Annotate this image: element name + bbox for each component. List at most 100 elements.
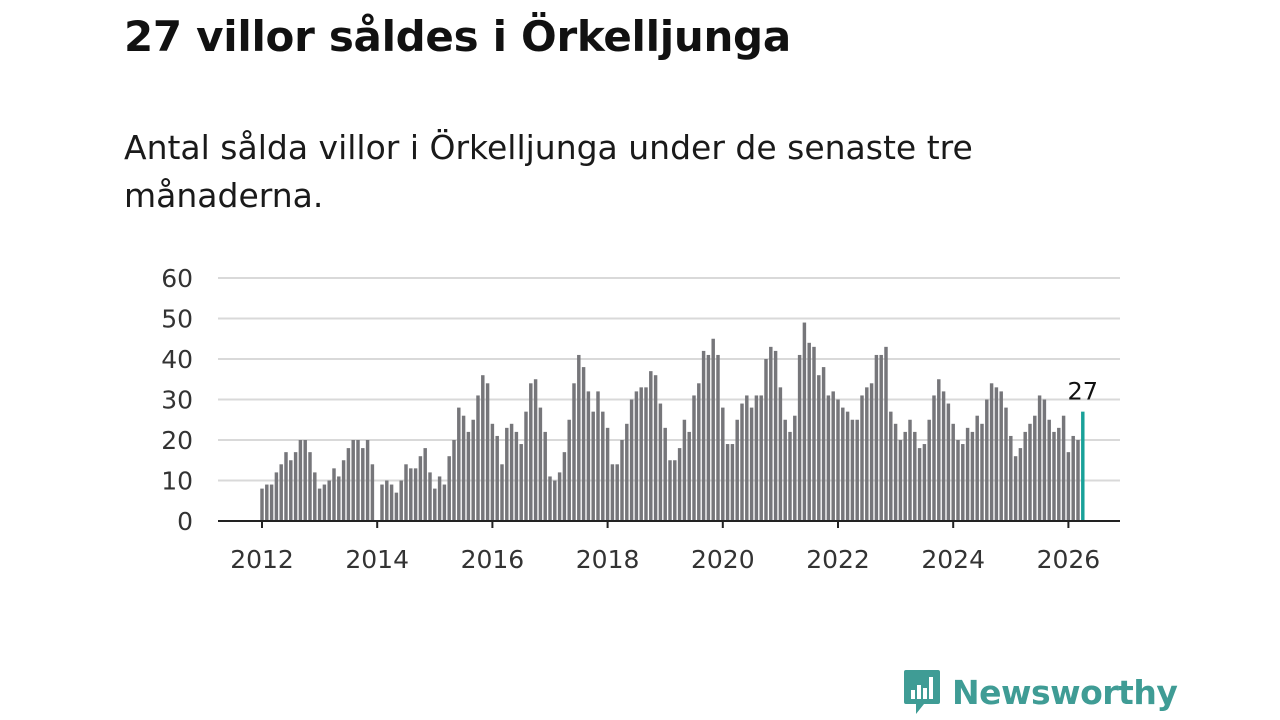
bar <box>687 431 691 521</box>
bar <box>313 472 317 521</box>
bar <box>1066 452 1071 521</box>
bar <box>802 322 807 521</box>
bar <box>351 440 355 521</box>
bar <box>951 423 955 521</box>
bar <box>908 419 912 521</box>
bar <box>769 346 773 521</box>
y-tick-label: 60 <box>161 264 193 293</box>
x-tick-label: 2024 <box>921 545 985 574</box>
bar <box>841 407 845 521</box>
bar <box>817 375 821 521</box>
bar <box>423 448 427 521</box>
bar <box>509 423 514 521</box>
bar <box>889 411 893 521</box>
bar <box>879 354 883 521</box>
bar <box>553 480 557 521</box>
bar <box>380 484 384 521</box>
bar <box>711 338 715 521</box>
bar <box>1052 431 1056 521</box>
bar <box>625 423 629 521</box>
bar <box>548 476 552 521</box>
bar <box>788 431 792 521</box>
bar <box>591 411 595 521</box>
bar <box>812 346 816 521</box>
bar <box>965 427 970 521</box>
x-tick-label: 2022 <box>806 545 870 574</box>
bar <box>615 464 619 521</box>
brand-name: Newsworthy <box>952 672 1178 712</box>
bar-latest <box>1081 411 1085 521</box>
bar <box>836 399 840 521</box>
bar <box>994 387 999 521</box>
bar <box>586 391 591 521</box>
bar <box>980 423 984 521</box>
bar <box>759 395 763 521</box>
bar-chart-speech-bubble-icon <box>904 670 940 714</box>
bar <box>1023 431 1027 521</box>
bar <box>913 431 917 521</box>
bar <box>399 480 403 521</box>
bar <box>327 480 331 521</box>
bar <box>956 440 960 521</box>
bar <box>452 440 456 521</box>
bar <box>495 435 499 521</box>
x-tick-label: 2018 <box>576 545 640 574</box>
x-tick-label: 2014 <box>345 545 409 574</box>
bar <box>692 395 696 521</box>
bar <box>1033 415 1037 521</box>
bar <box>346 448 351 521</box>
bar <box>1037 395 1042 521</box>
y-tick-label: 20 <box>161 426 193 455</box>
bar <box>437 476 442 521</box>
bar <box>999 391 1003 521</box>
bar <box>903 431 907 521</box>
bar <box>557 472 562 521</box>
y-tick-label: 50 <box>161 305 193 334</box>
bar <box>413 468 418 521</box>
bar <box>490 423 495 521</box>
bar <box>1013 456 1018 521</box>
bar <box>1004 407 1008 521</box>
bar <box>850 419 855 521</box>
bar <box>740 403 744 521</box>
bar <box>937 379 941 521</box>
bar <box>793 415 797 521</box>
bar <box>1071 435 1075 521</box>
bar <box>730 444 735 521</box>
bar <box>855 419 859 521</box>
bar <box>773 350 778 521</box>
x-tick-label: 2026 <box>1037 545 1101 574</box>
bar <box>985 399 989 521</box>
latest-value-label: 27 <box>1068 378 1099 406</box>
bar <box>514 431 519 521</box>
bar <box>653 375 658 521</box>
bar <box>917 448 922 521</box>
bar <box>826 395 831 521</box>
bar <box>533 379 538 521</box>
bar <box>898 440 903 521</box>
bar <box>337 476 341 521</box>
bar <box>265 484 269 521</box>
bar <box>764 359 768 521</box>
bar <box>289 460 293 521</box>
bar <box>649 371 653 521</box>
bar <box>922 444 927 521</box>
bar <box>961 444 965 521</box>
bar <box>538 407 543 521</box>
bar <box>749 407 754 521</box>
bar <box>341 460 346 521</box>
bar <box>471 419 475 521</box>
bar <box>860 395 864 521</box>
chart-subtitle: Antal sålda villor i Örkelljunga under d… <box>124 128 973 215</box>
bar <box>529 383 533 521</box>
bar <box>404 464 408 521</box>
bar <box>298 440 303 521</box>
bar <box>797 354 802 521</box>
newsworthy-logo[interactable]: Newsworthy <box>902 668 1178 716</box>
y-tick-label: 30 <box>161 386 193 415</box>
bar <box>639 387 643 521</box>
bar <box>577 354 581 521</box>
bar <box>279 464 283 521</box>
bar <box>394 492 399 521</box>
